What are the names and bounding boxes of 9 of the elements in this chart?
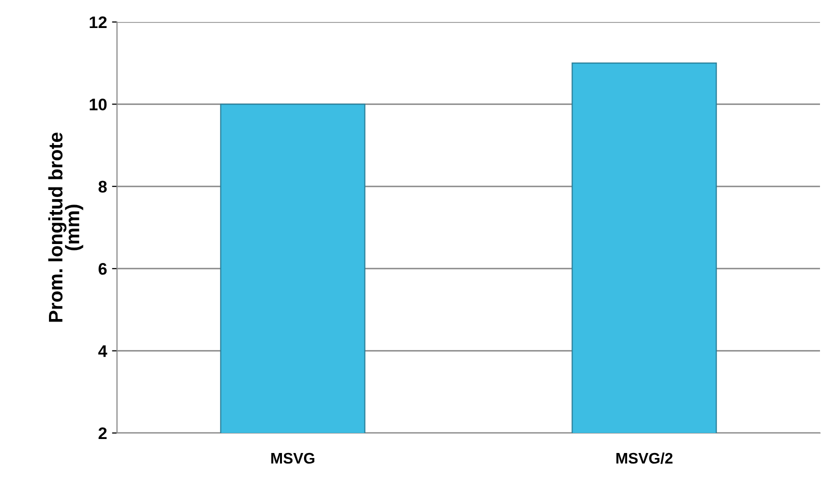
y-axis-title: Prom. longitud brote (mm) bbox=[48, 132, 84, 322]
x-tick-label: MSVG/2 bbox=[616, 452, 673, 464]
x-tick-label: MSVG bbox=[271, 452, 314, 464]
y-tick-label: 10 bbox=[90, 98, 107, 110]
y-tick-label: 2 bbox=[98, 427, 107, 440]
y-tick-label: 8 bbox=[98, 180, 107, 193]
y-tick-label: 4 bbox=[98, 345, 108, 357]
y-tick-label: 6 bbox=[98, 263, 107, 275]
y-tick-label: 12 bbox=[90, 16, 107, 28]
